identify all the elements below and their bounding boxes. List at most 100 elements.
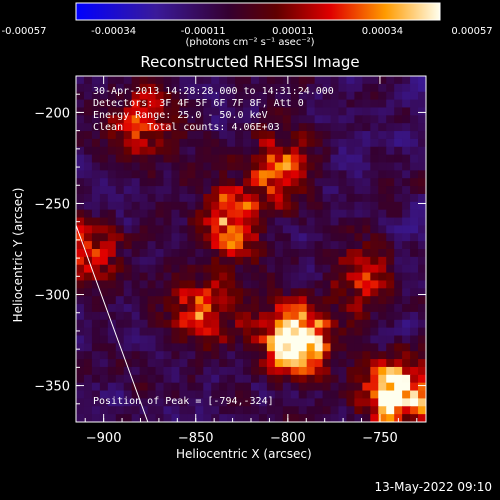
heatmap-cell: [203, 186, 212, 195]
heatmap-cell: [370, 296, 379, 305]
heatmap-cell: [298, 359, 308, 368]
heatmap-cell: [314, 99, 324, 109]
heatmap-cell: [402, 296, 411, 305]
heatmap-cell: [243, 162, 252, 171]
heatmap-cell: [338, 76, 348, 85]
heatmap-cell: [187, 296, 196, 305]
heatmap-cell: [378, 91, 387, 101]
heatmap-cell: [179, 374, 188, 384]
heatmap-cell: [338, 170, 348, 179]
heatmap-cell: [298, 107, 308, 116]
heatmap-cell: [131, 209, 141, 219]
heatmap-cell: [171, 217, 181, 227]
heatmap-cell: [330, 83, 340, 93]
heatmap-cell: [83, 201, 93, 211]
heatmap-cell: [211, 138, 220, 148]
heatmap-cell: [211, 296, 220, 305]
heatmap-cell: [266, 256, 276, 266]
heatmap-cell: [211, 366, 220, 376]
heatmap-cell: [306, 359, 316, 368]
heatmap-cell: [298, 406, 308, 415]
heatmap-cell: [219, 249, 228, 258]
heatmap-cell: [107, 390, 117, 400]
heatmap-cell: [410, 178, 419, 187]
heatmap-cell: [187, 414, 196, 422]
heatmap-cell: [266, 264, 276, 274]
heatmap-cell: [179, 304, 188, 313]
heatmap-cell: [330, 170, 340, 179]
heatmap-cell: [314, 209, 324, 219]
heatmap-cell: [187, 123, 196, 132]
heatmap-cell: [266, 390, 276, 400]
heatmap-cell: [258, 217, 268, 227]
heatmap-cell: [274, 359, 284, 368]
heatmap-cell: [274, 351, 284, 360]
heatmap-cell: [171, 233, 181, 242]
heatmap-cell: [370, 233, 379, 242]
heatmap-cell: [91, 107, 101, 116]
heatmap-cell: [346, 288, 356, 297]
heatmap-cell: [378, 201, 387, 211]
heatmap-cell: [394, 146, 403, 156]
heatmap-cell: [386, 146, 395, 156]
heatmap-cell: [410, 382, 419, 392]
heatmap-cell: [187, 170, 196, 179]
heatmap-cell: [179, 76, 188, 85]
heatmap-cell: [243, 138, 252, 148]
heatmap-cell: [211, 241, 220, 250]
heatmap-cell: [139, 178, 149, 187]
heatmap-cell: [330, 351, 340, 360]
heatmap-cell: [131, 382, 141, 392]
heatmap-cell: [354, 249, 363, 258]
heatmap-cell: [83, 406, 93, 415]
heatmap-cell: [258, 296, 268, 305]
heatmap-cell: [330, 311, 340, 321]
heatmap-cell: [378, 327, 387, 337]
heatmap-cell: [155, 414, 165, 422]
heatmap-cell: [274, 154, 284, 164]
heatmap-cell: [227, 304, 236, 313]
heatmap-cell: [195, 359, 204, 368]
heatmap-cell: [418, 91, 426, 101]
heatmap-cell: [107, 76, 117, 85]
heatmap-cell: [306, 366, 316, 376]
heatmap-cell: [418, 280, 426, 289]
heatmap-cell: [266, 272, 276, 282]
heatmap-cell: [99, 359, 109, 368]
heatmap-cell: [155, 272, 165, 282]
heatmap-cell: [338, 107, 348, 116]
heatmap-cell: [211, 288, 220, 297]
heatmap-cell: [410, 91, 419, 101]
heatmap-cell: [330, 264, 340, 274]
heatmap-cell: [338, 249, 348, 258]
heatmap-cell: [354, 390, 363, 400]
heatmap-cell: [330, 131, 340, 140]
heatmap-cell: [322, 217, 332, 227]
heatmap-cell: [410, 146, 419, 156]
heatmap-cell: [346, 193, 356, 203]
heatmap-cell: [219, 115, 228, 124]
heatmap-cell: [338, 193, 348, 203]
heatmap-cell: [402, 115, 411, 124]
heatmap-cell: [123, 131, 133, 140]
heatmap-cell: [107, 311, 117, 321]
heatmap-cell: [298, 154, 308, 164]
heatmap-cell: [115, 170, 125, 179]
heatmap-cell: [131, 343, 141, 352]
heatmap-cell: [115, 241, 125, 250]
heatmap-cell: [418, 335, 426, 344]
heatmap-cell: [282, 91, 292, 101]
heatmap-cell: [171, 327, 181, 337]
heatmap-cell: [235, 233, 244, 242]
heatmap-cell: [346, 374, 356, 384]
heatmap-cell: [83, 359, 93, 368]
heatmap-cell: [123, 170, 133, 179]
heatmap-cell: [195, 249, 204, 258]
heatmap-cell: [219, 327, 228, 337]
heatmap-cell: [322, 414, 332, 422]
heatmap-cell: [314, 83, 324, 93]
heatmap-cell: [139, 162, 149, 171]
heatmap-cell: [322, 406, 332, 415]
heatmap-cell: [251, 382, 260, 392]
heatmap-cell: [346, 83, 356, 93]
